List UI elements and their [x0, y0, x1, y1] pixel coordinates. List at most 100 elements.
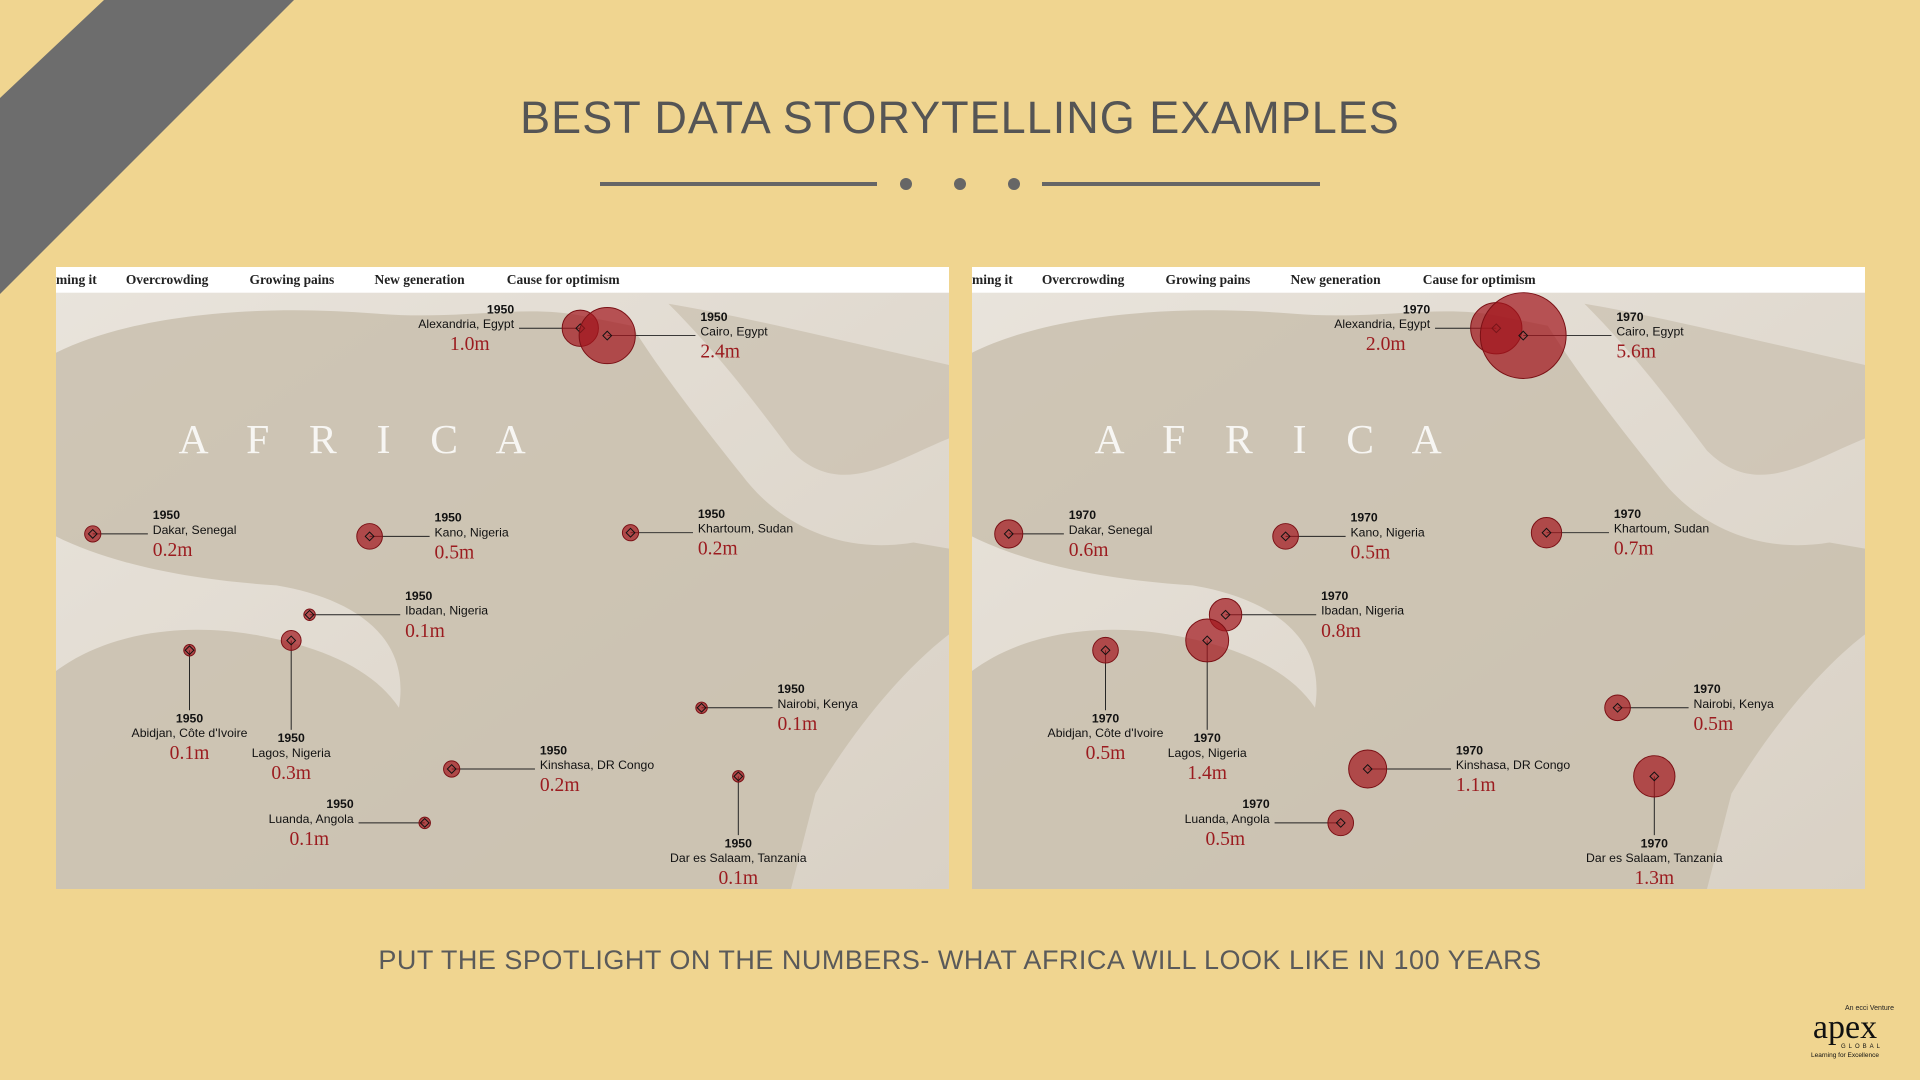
city-bubble [418, 816, 431, 830]
city-name: Luanda, Angola [1185, 812, 1270, 826]
tab[interactable]: Cause for optimism [507, 272, 620, 287]
city-year: 1970 [1614, 507, 1641, 521]
city-point [1280, 531, 1291, 542]
city-point [446, 763, 457, 775]
city-bubble [1479, 292, 1567, 379]
city-point [1518, 330, 1529, 341]
city-year: 1950 [435, 511, 462, 525]
tab-bar [56, 267, 949, 293]
map-panel: ming it Overcrowding Growing pains New gene… [56, 267, 949, 889]
city-name: Cairo, Egypt [700, 325, 768, 339]
continent-label: A F R I C A [1094, 417, 1456, 463]
city-name: Khartoum, Sudan [698, 522, 793, 536]
tab[interactable]: Overcrowding [126, 272, 209, 287]
city-name: Dakar, Senegal [153, 523, 237, 537]
city-point [286, 635, 297, 646]
tab-bar [972, 267, 1865, 293]
city-point [419, 817, 430, 828]
city-point [184, 645, 195, 656]
city-year: 1950 [698, 507, 725, 521]
logo-tagline: An ecci Venture [1845, 1005, 1894, 1012]
city-population: 5.6m [1616, 342, 1656, 363]
city-population: 1.3m [1634, 868, 1674, 889]
city-point [1335, 817, 1346, 828]
logo-motto: Learning for Excellence [1811, 1052, 1879, 1059]
city-name: Abidjan, Côte d'Ivoire [132, 726, 248, 740]
continent-label: A F R I C A [178, 417, 540, 463]
city-year: 1950 [278, 731, 305, 745]
tab[interactable]: ming it [972, 272, 1013, 287]
city-bubble [1272, 523, 1299, 550]
city-point [364, 531, 375, 542]
city-year: 1970 [1456, 743, 1483, 757]
city-population: 0.1m [718, 868, 758, 889]
logo-sub: GLOBAL [1841, 1044, 1883, 1050]
city-year: 1970 [1641, 836, 1668, 850]
city-bubble [994, 519, 1024, 549]
city-population: 0.2m [153, 540, 193, 561]
city-point [625, 527, 636, 538]
city-name: Alexandria, Egypt [418, 317, 515, 331]
city-point [87, 528, 98, 539]
city-point [1003, 528, 1014, 539]
city-point [304, 609, 315, 620]
city-bubble [732, 770, 745, 783]
city-bubble [443, 760, 461, 778]
city-name: Abidjan, Côte d'Ivoire [1048, 726, 1164, 740]
city-point [1202, 635, 1213, 646]
city-year: 1950 [725, 836, 752, 850]
city-population: 0.2m [540, 775, 580, 796]
tab[interactable]: New generation [1290, 272, 1381, 287]
city-name: Ibadan, Nigeria [1321, 604, 1404, 618]
city-bubble [1633, 755, 1676, 798]
city-year: 1970 [1694, 682, 1721, 696]
city-year: 1950 [700, 310, 727, 324]
city-name: Khartoum, Sudan [1614, 522, 1709, 536]
city-year: 1970 [1194, 731, 1221, 745]
city-name: Luanda, Angola [269, 812, 354, 826]
land [668, 303, 949, 475]
city-year: 1950 [326, 797, 353, 811]
city-name: Kano, Nigeria [1351, 525, 1425, 539]
city-population: 0.1m [405, 621, 445, 642]
tab[interactable]: Growing pains [250, 272, 335, 287]
city-name: Cairo, Egypt [1616, 325, 1684, 339]
tab[interactable]: Growing pains [1166, 272, 1251, 287]
logo-brand: apex [1813, 1009, 1877, 1046]
city-bubble [183, 644, 196, 657]
city-bubble [1327, 809, 1355, 837]
city-population: 0.5m [1205, 829, 1245, 850]
city-population: 0.1m [170, 743, 210, 764]
city-point [1362, 763, 1373, 775]
map-panel: ming it Overcrowding Growing pains New gene… [972, 267, 1865, 889]
divider-dot [1008, 178, 1020, 190]
city-point [696, 702, 707, 713]
divider-dot [954, 178, 966, 190]
city-population: 0.5m [1694, 714, 1734, 735]
tab[interactable]: ming it [56, 272, 97, 287]
tab[interactable]: Overcrowding [1042, 272, 1125, 287]
city-name: Dakar, Senegal [1069, 523, 1153, 537]
city-year: 1970 [1351, 511, 1378, 525]
city-name: Nairobi, Kenya [778, 697, 858, 711]
city-point [1612, 702, 1623, 713]
tab[interactable]: Cause for optimism [1423, 272, 1536, 287]
city-name: Alexandria, Egypt [1334, 317, 1431, 331]
city-bubble [578, 307, 636, 365]
city-name: Dar es Salaam, Tanzania [670, 851, 807, 865]
city-population: 0.5m [1086, 743, 1126, 764]
title: BEST DATA STORYTELLING EXAMPLES [520, 92, 1400, 143]
logo: An ecci Venture apex GLOBAL Learning for… [1811, 1005, 1894, 1059]
tab[interactable]: New generation [374, 272, 465, 287]
city-population: 0.7m [1614, 539, 1654, 560]
city-bubble [303, 608, 316, 621]
city-bubble [1348, 749, 1388, 789]
land [1584, 303, 1865, 475]
city-year: 1950 [153, 508, 180, 522]
city-point [1649, 771, 1660, 782]
city-year: 1970 [1403, 303, 1430, 317]
city-name: Nairobi, Kenya [1694, 697, 1774, 711]
subtitle: PUT THE SPOTLIGHT ON THE NUMBERS- WHAT A… [378, 945, 1542, 975]
